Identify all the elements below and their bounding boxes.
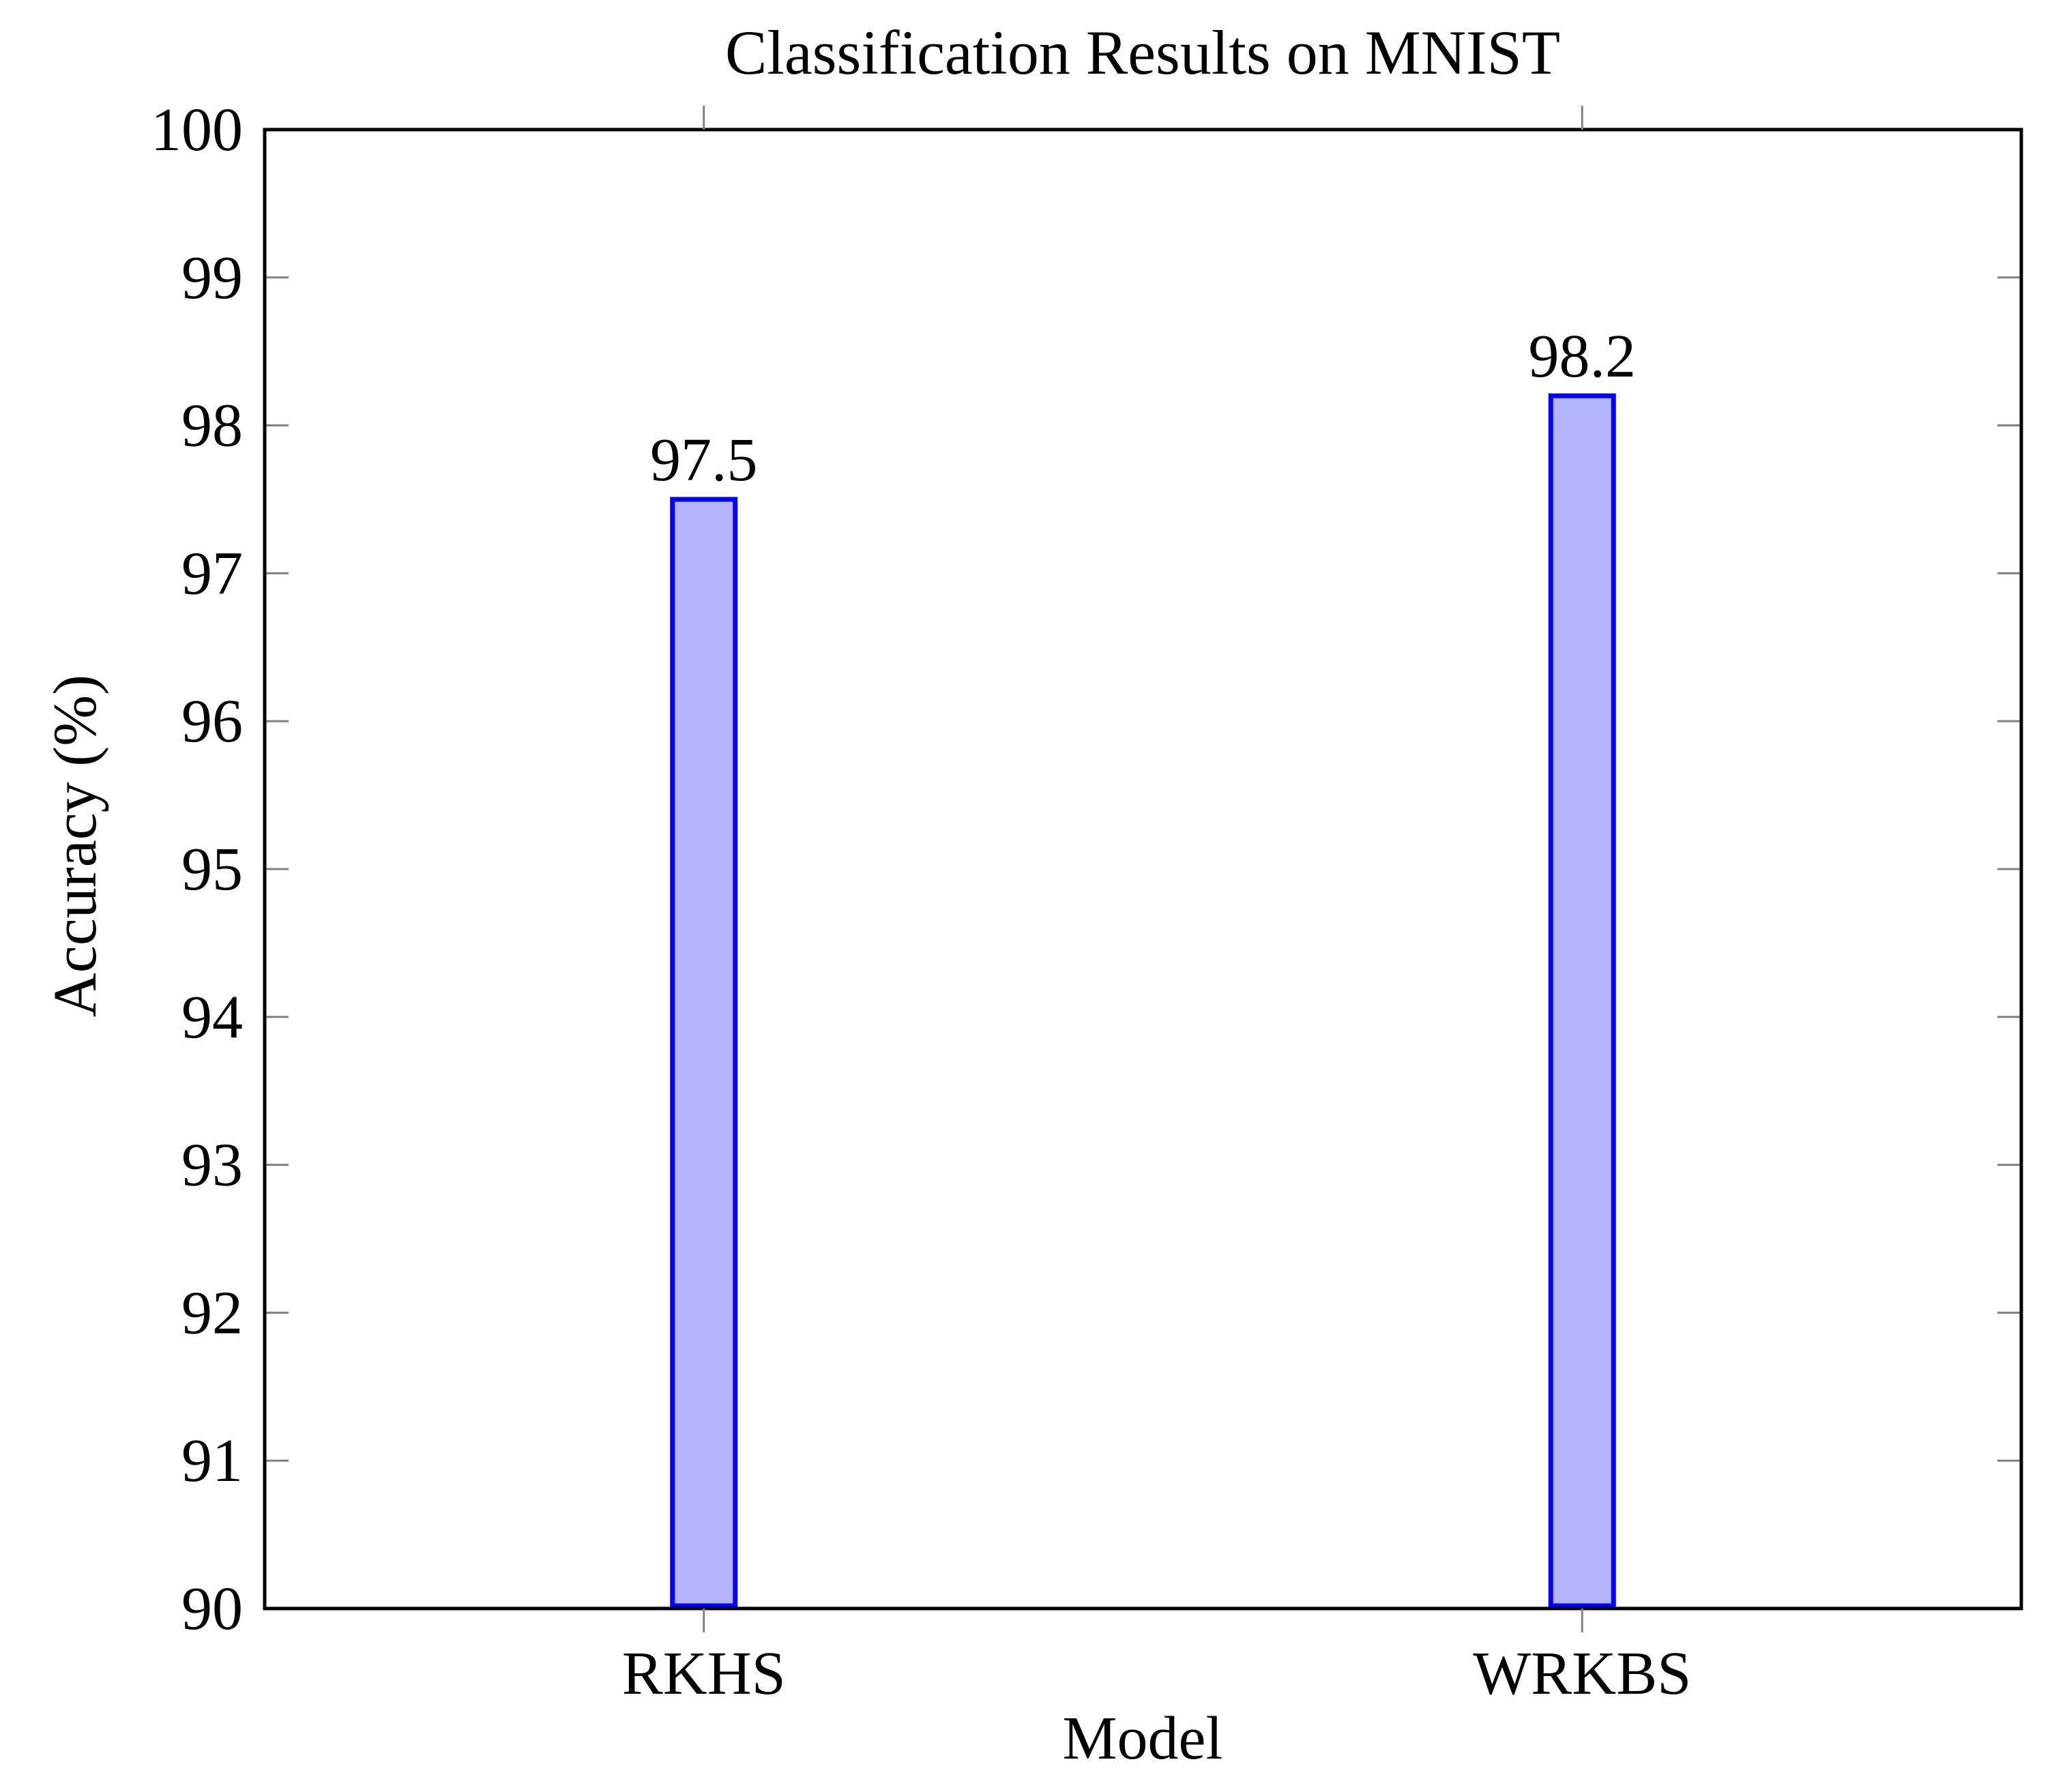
y-tick-labels-layer: 90 91 92 93 94 95 96 97 98 99 100 <box>151 96 243 1643</box>
y-tick-label: 99 <box>181 244 243 312</box>
y-tick-label: 97 <box>181 540 243 607</box>
y-tick-label: 91 <box>181 1427 243 1495</box>
y-tick-label: 100 <box>151 96 243 164</box>
x-ticks-layer <box>703 106 1583 1632</box>
x-axis-label: Model <box>1063 1705 1223 1772</box>
y-tick-label: 93 <box>181 1132 243 1199</box>
y-tick-label: 95 <box>181 836 243 903</box>
y-axis-label: Accuracy (%) <box>42 675 109 1017</box>
y-tick-label: 96 <box>181 688 243 755</box>
bar-wrkbs <box>1548 393 1616 1609</box>
y-tick-label: 92 <box>181 1279 243 1347</box>
x-tick-label-rkhs: RKHS <box>622 1640 786 1707</box>
bar-value-label: 98.2 <box>1529 323 1637 390</box>
bar-value-labels-layer: 97.5 98.2 <box>650 323 1636 494</box>
x-tick-labels-layer: RKHS WRKBS <box>622 1640 1692 1707</box>
y-tick-label: 94 <box>181 984 243 1051</box>
chart-title: Classification Results on MNIST <box>725 18 1560 87</box>
y-tick-label: 90 <box>181 1575 243 1643</box>
x-tick-label-wrkbs: WRKBS <box>1473 1640 1691 1707</box>
bars-layer <box>670 393 1616 1609</box>
bar-rkhs <box>670 497 738 1609</box>
plot-frame <box>263 128 2023 1611</box>
y-ticks-layer <box>265 128 2021 1610</box>
bar-value-label: 97.5 <box>650 426 758 494</box>
y-tick-label: 98 <box>181 392 243 460</box>
